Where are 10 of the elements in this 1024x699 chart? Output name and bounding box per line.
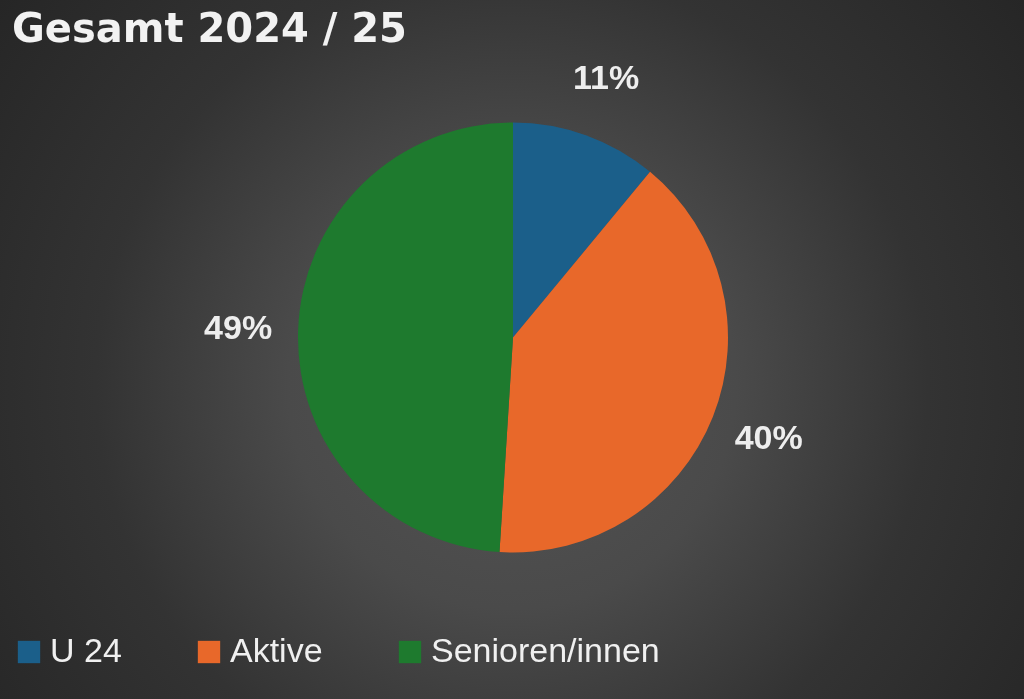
pie-slice: [298, 122, 513, 553]
pie-slice: [513, 122, 651, 338]
legend-label: Senioren/innen: [431, 631, 660, 669]
legend-label: U 24: [50, 631, 122, 669]
chart-title: Gesamt 2024 / 25: [12, 5, 407, 51]
data-label: 11%: [573, 57, 640, 96]
legend-label: Aktive: [230, 631, 323, 669]
data-label: 49%: [204, 307, 273, 346]
data-label: 40%: [734, 417, 803, 456]
pie-slice: [499, 171, 728, 553]
